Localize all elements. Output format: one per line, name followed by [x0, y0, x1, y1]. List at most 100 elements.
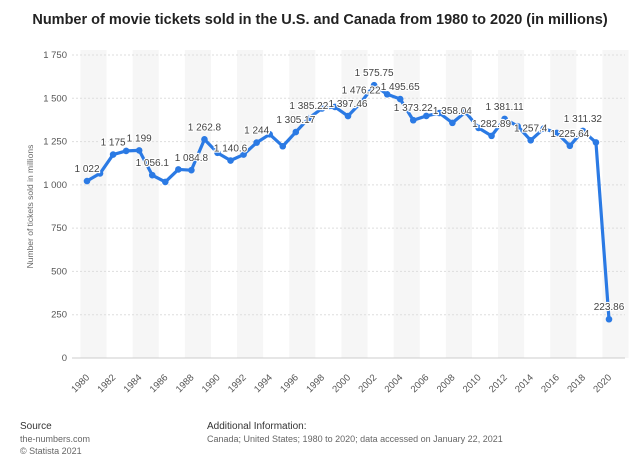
data-point: [488, 132, 495, 140]
data-label: 1 257.4: [514, 123, 548, 134]
data-point: [148, 171, 156, 179]
data-point: [475, 124, 482, 132]
x-tick-label: 2000: [330, 372, 353, 395]
data-point: [214, 149, 221, 157]
x-tick-label: 1996: [278, 372, 301, 395]
background-stripe: [393, 50, 420, 358]
x-tick-label: 2014: [513, 372, 536, 395]
data-point: [331, 103, 339, 111]
source-line[interactable]: the-numbers.com: [20, 434, 91, 444]
info-text: Canada; United States; 1980 to 2020; dat…: [207, 434, 503, 444]
x-tick-label: 1982: [95, 372, 118, 395]
y-tick-label: 1 250: [43, 137, 67, 148]
data-label: 1 140.6: [214, 144, 248, 155]
data-label: 1 495.65: [381, 82, 420, 93]
info-heading: Additional Information:: [207, 421, 307, 432]
data-point: [357, 99, 365, 106]
data-point: [96, 170, 104, 177]
data-label: 1 262.8: [188, 122, 222, 133]
data-point: [436, 109, 443, 117]
data-point: [135, 147, 143, 154]
data-label: 1 381.11: [486, 102, 525, 113]
data-label: 1 175: [101, 138, 126, 149]
data-point: [253, 139, 260, 146]
data-label: 1 476.22: [342, 85, 381, 96]
data-label: 1 282.89: [472, 119, 511, 130]
x-tick-label: 2016: [539, 372, 562, 395]
data-point: [201, 136, 208, 143]
y-tick-label: 1 750: [43, 50, 67, 61]
background-stripe: [184, 50, 211, 358]
y-tick-label: 1 500: [43, 93, 67, 104]
data-label: 1 305.17: [276, 115, 315, 126]
data-point: [383, 91, 391, 98]
data-point: [370, 81, 378, 89]
data-label: 1 056.1: [136, 158, 170, 169]
x-tick-label: 1988: [174, 372, 197, 395]
data-point: [109, 151, 117, 158]
x-tick-label: 1984: [122, 372, 145, 395]
data-point: [592, 139, 600, 146]
y-tick-label: 500: [51, 266, 67, 277]
x-tick-label: 2008: [435, 372, 458, 395]
x-tick-label: 1990: [200, 372, 223, 395]
y-axis-label: Number of tickets sold in millions: [25, 145, 35, 269]
background-stripe: [498, 50, 525, 358]
x-tick-label: 1986: [148, 372, 171, 395]
data-point: [501, 115, 508, 123]
background-stripe: [445, 50, 472, 358]
background-stripe: [132, 50, 159, 358]
data-point: [344, 112, 352, 120]
data-label: 1 358.04: [433, 106, 472, 117]
background-stripe: [289, 50, 316, 358]
source-heading: Source: [20, 421, 52, 432]
data-point: [279, 142, 287, 150]
y-tick-label: 750: [51, 223, 67, 234]
x-tick-label: 2004: [383, 372, 406, 395]
x-tick-label: 1980: [69, 372, 92, 395]
x-tick-label: 2002: [356, 372, 379, 395]
data-point: [175, 166, 182, 173]
copyright: © Statista 2021: [20, 446, 82, 456]
x-tick-label: 2006: [409, 372, 432, 395]
data-label: 1 311.32: [564, 114, 603, 125]
chart-title: Number of movie tickets sold in the U.S.…: [32, 12, 608, 28]
data-point: [305, 114, 313, 122]
data-point: [83, 177, 91, 185]
background-stripe: [237, 50, 264, 358]
data-point: [566, 142, 574, 150]
x-tick-label: 1998: [304, 372, 327, 395]
data-point: [396, 95, 404, 103]
data-label: 1 022: [74, 164, 99, 175]
data-label: 1 244: [244, 126, 269, 137]
additional-info: Additional Information: Canada; United S…: [207, 420, 503, 445]
data-label: 1 225.64: [550, 129, 589, 140]
data-point: [240, 151, 247, 158]
data-point: [266, 130, 274, 138]
data-label: 1 385.22: [289, 101, 328, 112]
data-label: 1 199: [127, 133, 152, 144]
data-point: [553, 129, 561, 137]
data-point: [540, 125, 548, 132]
background-stripe: [80, 50, 107, 358]
data-point: [162, 178, 169, 186]
y-tick-label: 1 000: [43, 180, 67, 191]
data-point: [318, 105, 326, 112]
x-tick-label: 2012: [487, 372, 510, 395]
data-point: [527, 136, 534, 144]
data-point: [188, 166, 195, 174]
data-label: 1 373.22: [394, 103, 433, 114]
data-point: [449, 119, 456, 127]
y-tick-label: 250: [51, 310, 67, 321]
data-point: [579, 127, 587, 135]
source-block: Source the-numbers.com © Statista 2021: [20, 420, 90, 457]
data-point: [409, 116, 417, 124]
data-label: 1 575.75: [355, 68, 394, 79]
data-point: [122, 147, 130, 155]
data-point: [514, 122, 521, 130]
x-tick-label: 2010: [461, 372, 484, 395]
data-point: [292, 128, 300, 136]
x-tick-label: 1992: [226, 372, 249, 395]
y-tick-label: 0: [62, 353, 67, 364]
